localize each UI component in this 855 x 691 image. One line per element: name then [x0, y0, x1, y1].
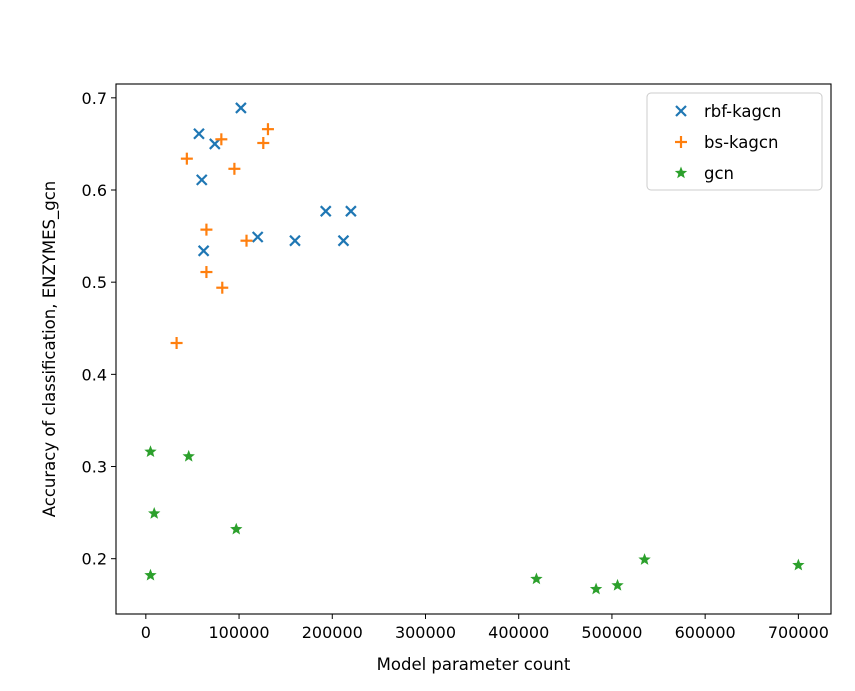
series-gcn [144, 445, 805, 595]
data-point [144, 568, 157, 581]
data-point [289, 234, 301, 247]
x-tick-label: 700000 [768, 623, 829, 642]
data-points [144, 102, 805, 595]
data-point [170, 337, 183, 350]
legend-marker [675, 105, 687, 117]
y-tick-label: 0.3 [82, 458, 107, 477]
data-point [144, 445, 157, 458]
data-point [638, 553, 651, 565]
plot-frame [115, 83, 832, 615]
series-bs-kagcn [170, 123, 274, 350]
data-point [792, 558, 805, 571]
data-point [197, 245, 210, 257]
data-point [209, 138, 221, 150]
y-axis: 0.2 0.3 0.4 0.5 0.6 0.7 [82, 89, 116, 569]
data-point [230, 522, 243, 535]
legend: rbf-kagcn bs-kagcn gcn [646, 92, 823, 191]
data-point [200, 223, 213, 236]
legend-label: bs-kagcn [704, 133, 778, 152]
x-tick-label: 200000 [302, 623, 363, 642]
data-point [216, 281, 229, 294]
y-tick-label: 0.4 [82, 365, 107, 384]
x-tick-label: 500000 [581, 623, 642, 642]
x-tick-label: 300000 [395, 623, 456, 642]
data-point [240, 234, 253, 247]
y-tick-label: 0.5 [82, 273, 107, 292]
data-point [589, 582, 603, 595]
y-tick-label: 0.2 [82, 550, 107, 569]
legend-marker [674, 166, 688, 179]
data-point [251, 231, 264, 243]
y-tick-label: 0.6 [82, 181, 107, 200]
data-point [345, 205, 357, 217]
legend-marker [675, 136, 687, 148]
data-point [319, 205, 332, 217]
data-point [235, 102, 247, 114]
x-tick-label: 0 [141, 623, 151, 642]
data-point [228, 162, 241, 175]
legend-label: rbf-kagcn [704, 102, 782, 121]
x-tick-label: 600000 [675, 623, 736, 642]
x-axis-label: Model parameter count [377, 655, 571, 674]
x-axis: 0 100000 200000 300000 400000 500000 600000 700… [141, 614, 829, 642]
legend-label: gcn [704, 164, 734, 183]
data-point [530, 572, 543, 585]
x-tick-label: 400000 [488, 623, 549, 642]
data-point [261, 123, 274, 136]
data-point [215, 133, 228, 146]
y-tick-label: 0.7 [82, 89, 107, 108]
data-point [148, 507, 161, 519]
data-point [337, 234, 350, 247]
data-point [182, 449, 195, 462]
x-tick-label: 100000 [209, 623, 270, 642]
legend-frame [646, 92, 823, 191]
data-point [200, 266, 213, 279]
y-axis-label: Accuracy of classification, ENZYMES_gcn [40, 181, 60, 517]
series-rbf-kagcn [193, 102, 357, 257]
data-point [257, 136, 270, 149]
data-point [180, 152, 193, 165]
data-point [195, 174, 208, 186]
data-point [193, 127, 205, 140]
data-point [611, 578, 624, 591]
